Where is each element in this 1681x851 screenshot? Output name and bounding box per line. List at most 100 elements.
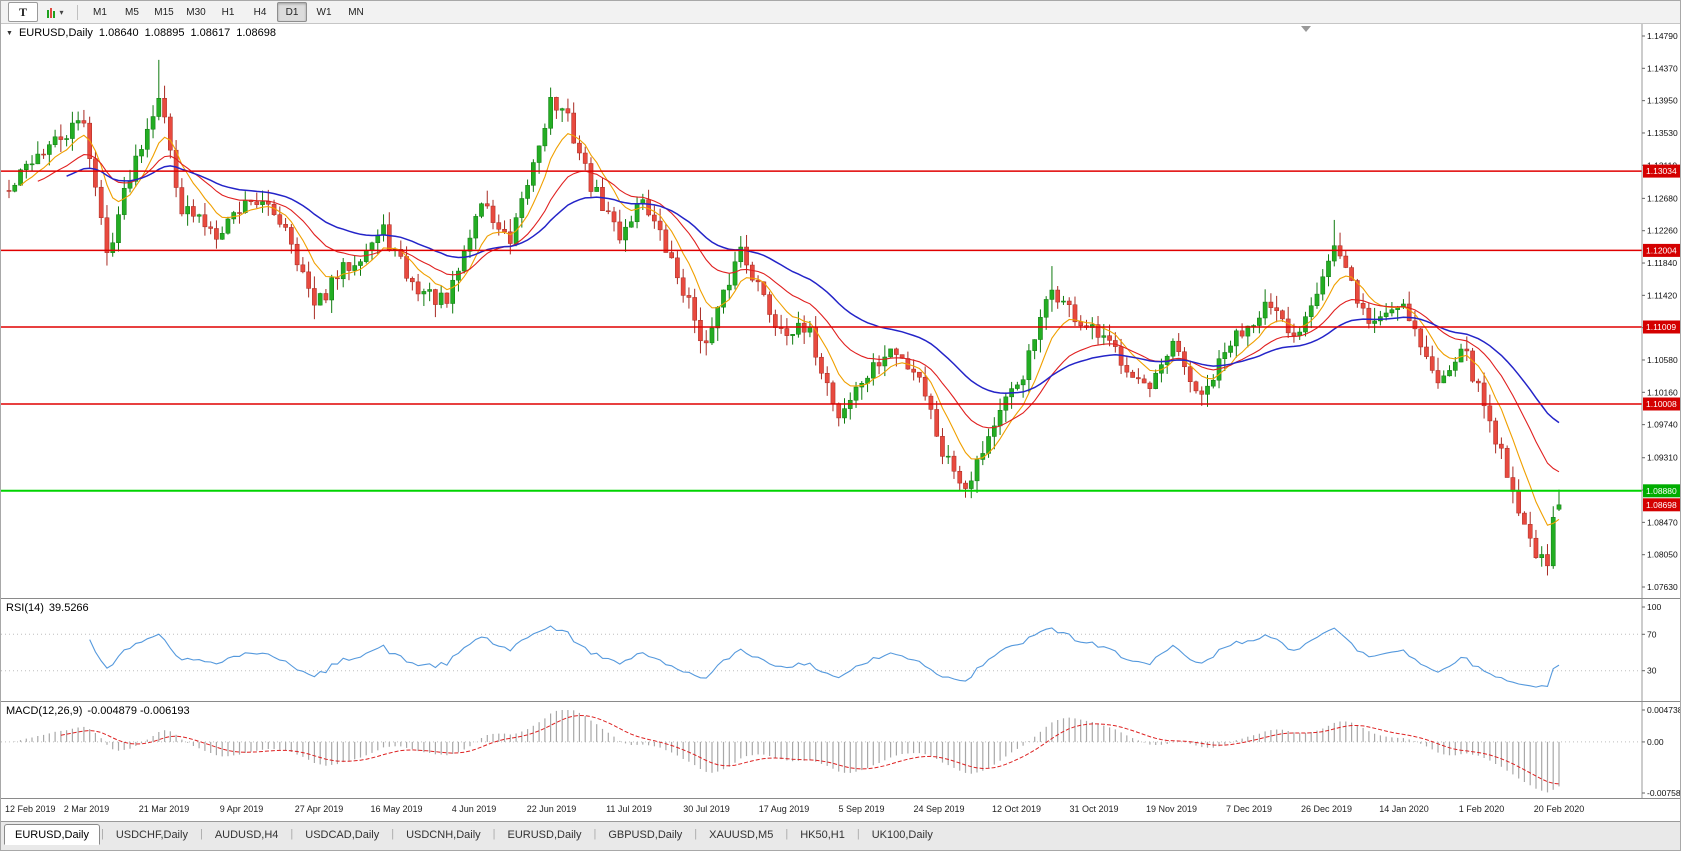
tab-separator: | (785, 828, 789, 840)
date-tick: 31 Oct 2019 (1069, 804, 1119, 814)
chart-tab-0[interactable]: EURUSD,Daily (4, 824, 100, 845)
date-tick: 1 Feb 2020 (1458, 804, 1505, 814)
chart-tab-2[interactable]: AUDUSD,H4 (214, 829, 279, 841)
date-tick: 27 Apr 2019 (294, 804, 344, 814)
tab-separator: | (694, 828, 698, 840)
chart-tab-8[interactable]: HK50,H1 (800, 829, 845, 841)
date-tick: 4 Jun 2019 (451, 804, 497, 814)
rsi-panel: 100 70 30 RSI(14) 39.5266 (1, 598, 1681, 701)
macd-label: MACD(12,26,9) -0.004879 -0.006193 (6, 705, 190, 717)
date-tick: 24 Sep 2019 (913, 804, 965, 814)
tab-separator: | (199, 828, 203, 840)
price-tag-label: 1.11009 (1646, 322, 1676, 332)
timeframe-button-m30[interactable]: M30 (186, 6, 206, 18)
date-tick: 16 May 2019 (370, 804, 423, 814)
timeframe-button-mn[interactable]: MN (348, 6, 364, 18)
price-tick: 1.10580 (1647, 355, 1678, 365)
rsi-label: RSI(14) 39.5266 (6, 602, 89, 614)
price-tick: 1.12680 (1647, 193, 1678, 203)
price-tick: 1.07630 (1647, 582, 1678, 592)
chart-tab-6[interactable]: GBPUSD,Daily (608, 829, 683, 841)
collapse-triangle-icon[interactable]: ▼ (6, 29, 13, 37)
timeframe-button-m15[interactable]: M15 (154, 6, 174, 18)
price-tick: 1.11840 (1647, 258, 1677, 268)
date-tick: 11 Jul 2019 (606, 804, 652, 814)
timeframe-button-m5[interactable]: M5 (125, 6, 139, 18)
candles (6, 59, 1562, 576)
date-tick: 12 Oct 2019 (991, 804, 1042, 814)
price-tick: 1.08470 (1647, 517, 1678, 527)
rsi-name: RSI(14) (6, 602, 44, 614)
date-tick: 7 Dec 2019 (1225, 804, 1273, 814)
price-tag (1643, 397, 1680, 411)
ma-slow-line (66, 165, 1560, 424)
rsi-tick: 30 (1647, 666, 1657, 676)
price-tag-label: 1.10008 (1646, 399, 1677, 409)
chart-tab-4[interactable]: USDCNH,Daily (406, 829, 481, 841)
price-tick: 1.09740 (1647, 420, 1678, 430)
ohlc-open: 1.08640 (98, 27, 139, 39)
macd-tick: 0.00 (1647, 737, 1664, 747)
macd-signal-line (60, 714, 1560, 785)
timeframe-group: M1 M5 M15 M30 H1 H4 D1 W1 MN (84, 2, 372, 22)
chart-type-button[interactable]: T (8, 2, 38, 22)
macd-name: MACD(12,26,9) (6, 705, 83, 717)
ma-mid-line (37, 154, 1560, 473)
chart-title: ▼ EURUSD,Daily 1.08640 1.08895 1.08617 1… (6, 27, 276, 39)
macd-panel: 0.004738 0.00 -0.00758 MACD(12,26,9) -0.00… (1, 701, 1681, 798)
chart-tab-5[interactable]: EURUSD,Daily (507, 829, 582, 841)
chart-tab-bar: EURUSD,Daily | USDCHF,Daily | AUDUSD,H4 | USDC… (1, 821, 1680, 850)
chart-symbol: EURUSD,Daily (18, 27, 93, 39)
macd-values: -0.004879 -0.006193 (87, 705, 190, 717)
timeframe-button-d1[interactable]: D1 (277, 2, 307, 22)
date-tick: 30 Jul 2019 (683, 804, 730, 814)
tab-separator: | (856, 828, 860, 840)
time-axis[interactable]: 12 Feb 2019 2 Mar 2019 21 Mar 2019 9 Apr 20… (1, 798, 1680, 821)
macd-tick: 0.004738 (1647, 705, 1681, 715)
macd-tick: -0.00758 (1647, 788, 1681, 798)
toolbar: T ▾ M1 M5 M15 M30 H1 H4 D1 W1 MN (1, 1, 1680, 24)
timeframe-button-m1[interactable]: M1 (93, 6, 107, 18)
macd-histogram (14, 710, 1560, 793)
timeframe-button-w1[interactable]: W1 (316, 6, 332, 18)
date-tick: 17 Aug 2019 (758, 804, 810, 814)
price-tag (1643, 484, 1680, 498)
timeframe-button-h4[interactable]: H4 (253, 6, 267, 18)
price-tick: 1.14370 (1647, 63, 1678, 73)
date-tick: 5 Sep 2019 (838, 804, 885, 814)
date-tick: 21 Mar 2019 (138, 804, 190, 814)
tab-separator: | (100, 828, 104, 840)
date-tick: 20 Feb 2020 (1533, 804, 1585, 814)
chart-shift-marker[interactable] (1301, 26, 1311, 32)
chart-tab-7[interactable]: XAUUSD,M5 (709, 829, 774, 841)
chart-tab-1[interactable]: USDCHF,Daily (115, 829, 188, 841)
price-tag (1643, 243, 1680, 257)
chart-tab-3[interactable]: USDCAD,Daily (305, 829, 380, 841)
price-tag-label: 1.08880 (1646, 486, 1677, 496)
toolbar-separator (77, 4, 78, 20)
chart-tab-9[interactable]: UK100,Daily (871, 829, 933, 841)
tab-separator: | (391, 828, 395, 840)
rsi-line (89, 625, 1560, 688)
chevron-down-icon: ▾ (59, 7, 64, 17)
price-tag-label: 1.08698 (1646, 500, 1677, 510)
indicators-button[interactable]: ▾ (40, 2, 70, 22)
price-tick: 1.09310 (1647, 453, 1678, 463)
ohlc-low: 1.08617 (190, 27, 231, 39)
bar-chart-icon (46, 6, 58, 18)
price-tag-label: 1.12004 (1646, 245, 1677, 255)
ohlc-close: 1.08698 (236, 27, 276, 39)
rsi-canvas[interactable]: 100 70 30 (1, 599, 1681, 701)
tab-separator: | (593, 828, 597, 840)
date-tick: 2 Mar 2019 (63, 804, 110, 814)
main-chart-canvas[interactable]: 1.147901.143701.139501.135301.131101.126… (1, 24, 1681, 598)
price-tick: 1.14790 (1647, 31, 1678, 41)
price-tick: 1.10160 (1647, 387, 1678, 397)
date-tick: 26 Dec 2019 (1300, 804, 1353, 814)
timeframe-button-h1[interactable]: H1 (221, 6, 235, 18)
ohlc-high: 1.08895 (144, 27, 185, 39)
date-tick: 9 Apr 2019 (219, 804, 264, 814)
macd-canvas[interactable]: 0.004738 0.00 -0.00758 (1, 702, 1681, 798)
rsi-value: 39.5266 (48, 602, 89, 614)
